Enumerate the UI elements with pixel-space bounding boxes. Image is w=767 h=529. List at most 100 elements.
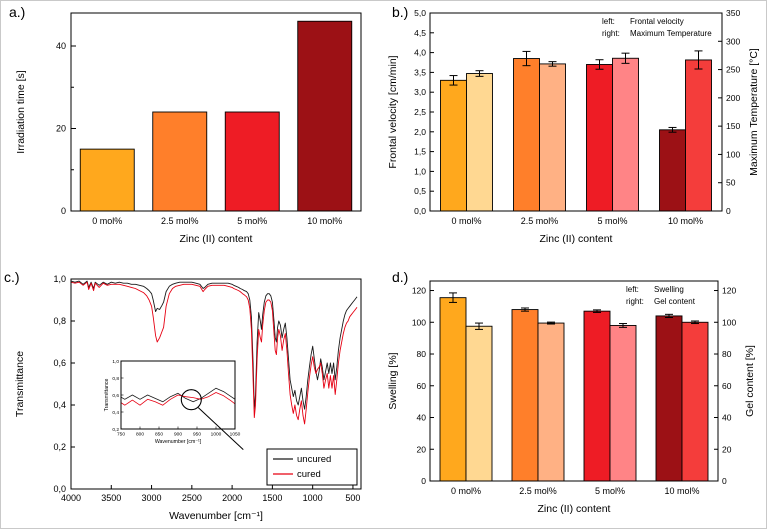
svg-text:850: 850 (155, 432, 163, 438)
svg-text:0,4: 0,4 (53, 400, 66, 410)
highlight-circle (180, 389, 202, 411)
svg-text:0,2: 0,2 (112, 427, 119, 433)
bar-left-series (440, 79, 467, 212)
svg-text:40: 40 (417, 413, 427, 423)
svg-text:Gel content: Gel content (654, 297, 696, 306)
svg-text:80: 80 (722, 349, 732, 359)
svg-text:1500: 1500 (262, 493, 282, 503)
bar-left-series (659, 129, 686, 212)
svg-text:left:: left: (626, 285, 639, 294)
svg-text:1000: 1000 (211, 432, 222, 438)
spectrum-line-cured (70, 281, 358, 425)
svg-text:10 mol%: 10 mol% (664, 486, 699, 496)
svg-text:2500: 2500 (182, 493, 202, 503)
svg-text:2.5 mol%: 2.5 mol% (521, 216, 559, 226)
bar-right-series (681, 321, 709, 482)
svg-text:1050: 1050 (230, 432, 241, 438)
svg-text:20: 20 (722, 444, 732, 454)
svg-text:4000: 4000 (61, 493, 81, 503)
bar-right-series (609, 324, 637, 482)
svg-text:60: 60 (417, 381, 427, 391)
bar-left-series (511, 309, 539, 482)
svg-text:5 mol%: 5 mol% (595, 486, 625, 496)
svg-text:right:: right: (602, 29, 620, 38)
bar (297, 20, 353, 212)
svg-text:350: 350 (726, 8, 740, 18)
svg-text:100: 100 (726, 149, 740, 159)
panel-label-c: c.) (4, 269, 20, 285)
svg-text:10 mol%: 10 mol% (668, 216, 703, 226)
bar-left-series (655, 315, 683, 482)
svg-text:uncured: uncured (297, 454, 331, 465)
legend-box (266, 448, 358, 486)
svg-text:2000: 2000 (222, 493, 242, 503)
svg-text:250: 250 (726, 65, 740, 75)
bar-right-series (465, 325, 493, 482)
svg-text:500: 500 (345, 493, 360, 503)
svg-text:0: 0 (421, 476, 426, 486)
svg-text:100: 100 (412, 317, 426, 327)
chart-velocity-temperature: 0 mol% 2.5 mol% 5 mol% 10 mol% 0,0 0,5 1,0 1,5 2… (387, 8, 760, 245)
svg-text:Maximum Temperature: Maximum Temperature (630, 29, 712, 38)
svg-text:0,6: 0,6 (112, 393, 119, 399)
svg-text:Zinc (II) content: Zinc (II) content (538, 503, 611, 515)
panel-label-a: a.) (9, 4, 26, 20)
svg-text:cured: cured (297, 469, 321, 480)
svg-text:750: 750 (117, 432, 125, 438)
svg-text:2.5 mol%: 2.5 mol% (519, 486, 557, 496)
svg-text:right:: right: (626, 297, 644, 306)
inset-line-uncured (121, 387, 235, 403)
svg-text:2,0: 2,0 (414, 127, 426, 137)
bar-right-series (612, 57, 639, 212)
svg-text:Zinc (II) content: Zinc (II) content (180, 233, 253, 245)
svg-text:0: 0 (722, 476, 727, 486)
bar (79, 148, 135, 212)
svg-text:2,5: 2,5 (414, 107, 426, 117)
plot-frame (70, 278, 362, 490)
svg-text:Wavenumber [cm⁻¹]: Wavenumber [cm⁻¹] (169, 510, 263, 522)
svg-text:0,0: 0,0 (414, 206, 426, 216)
svg-text:0 mol%: 0 mol% (451, 216, 481, 226)
svg-text:5,0: 5,0 (414, 8, 426, 18)
svg-text:Transmittance: Transmittance (104, 379, 110, 412)
svg-text:900: 900 (174, 432, 182, 438)
svg-text:0: 0 (61, 206, 66, 216)
svg-text:3500: 3500 (101, 493, 121, 503)
svg-text:5 mol%: 5 mol% (237, 216, 267, 226)
svg-text:Zinc (II) content: Zinc (II) content (540, 233, 613, 245)
svg-text:300: 300 (726, 36, 740, 46)
plot-frame (70, 12, 362, 212)
svg-text:800: 800 (136, 432, 144, 438)
svg-text:5 mol%: 5 mol% (597, 216, 627, 226)
svg-text:Frontal velocity [cm/min]: Frontal velocity [cm/min] (387, 55, 399, 168)
svg-text:100: 100 (722, 317, 736, 327)
svg-text:Transmittance: Transmittance (14, 351, 26, 417)
svg-text:950: 950 (193, 432, 201, 438)
chart-swelling-gelcontent: 0 mol% 2.5 mol% 5 mol% 10 mol% 0 20 40 60 80 100 1… (387, 280, 756, 515)
bar (224, 111, 280, 212)
svg-text:40: 40 (56, 41, 66, 51)
svg-text:1,0: 1,0 (53, 274, 66, 284)
chart-ftir-spectrum: 4000 3500 3000 2500 2000 1500 1000 500 1,0 0,8 0,6… (14, 274, 362, 522)
svg-text:0 mol%: 0 mol% (451, 486, 481, 496)
svg-text:1,0: 1,0 (414, 166, 426, 176)
highlight-pointer-line (197, 407, 244, 451)
bar (152, 111, 208, 212)
svg-text:3,0: 3,0 (414, 87, 426, 97)
svg-text:200: 200 (726, 93, 740, 103)
panel-label-d: d.) (392, 269, 409, 285)
inset-line-cured (121, 392, 235, 406)
plot-frame (429, 280, 719, 482)
svg-text:40: 40 (722, 413, 732, 423)
svg-text:0,2: 0,2 (53, 442, 66, 452)
svg-text:60: 60 (722, 381, 732, 391)
bar-right-series (685, 59, 712, 212)
spectrum-line-uncured (70, 280, 358, 410)
svg-text:50: 50 (726, 178, 736, 188)
svg-text:4,0: 4,0 (414, 48, 426, 58)
bar-right-series (466, 73, 493, 212)
svg-text:20: 20 (417, 444, 427, 454)
svg-text:3000: 3000 (142, 493, 162, 503)
svg-text:0: 0 (726, 206, 731, 216)
